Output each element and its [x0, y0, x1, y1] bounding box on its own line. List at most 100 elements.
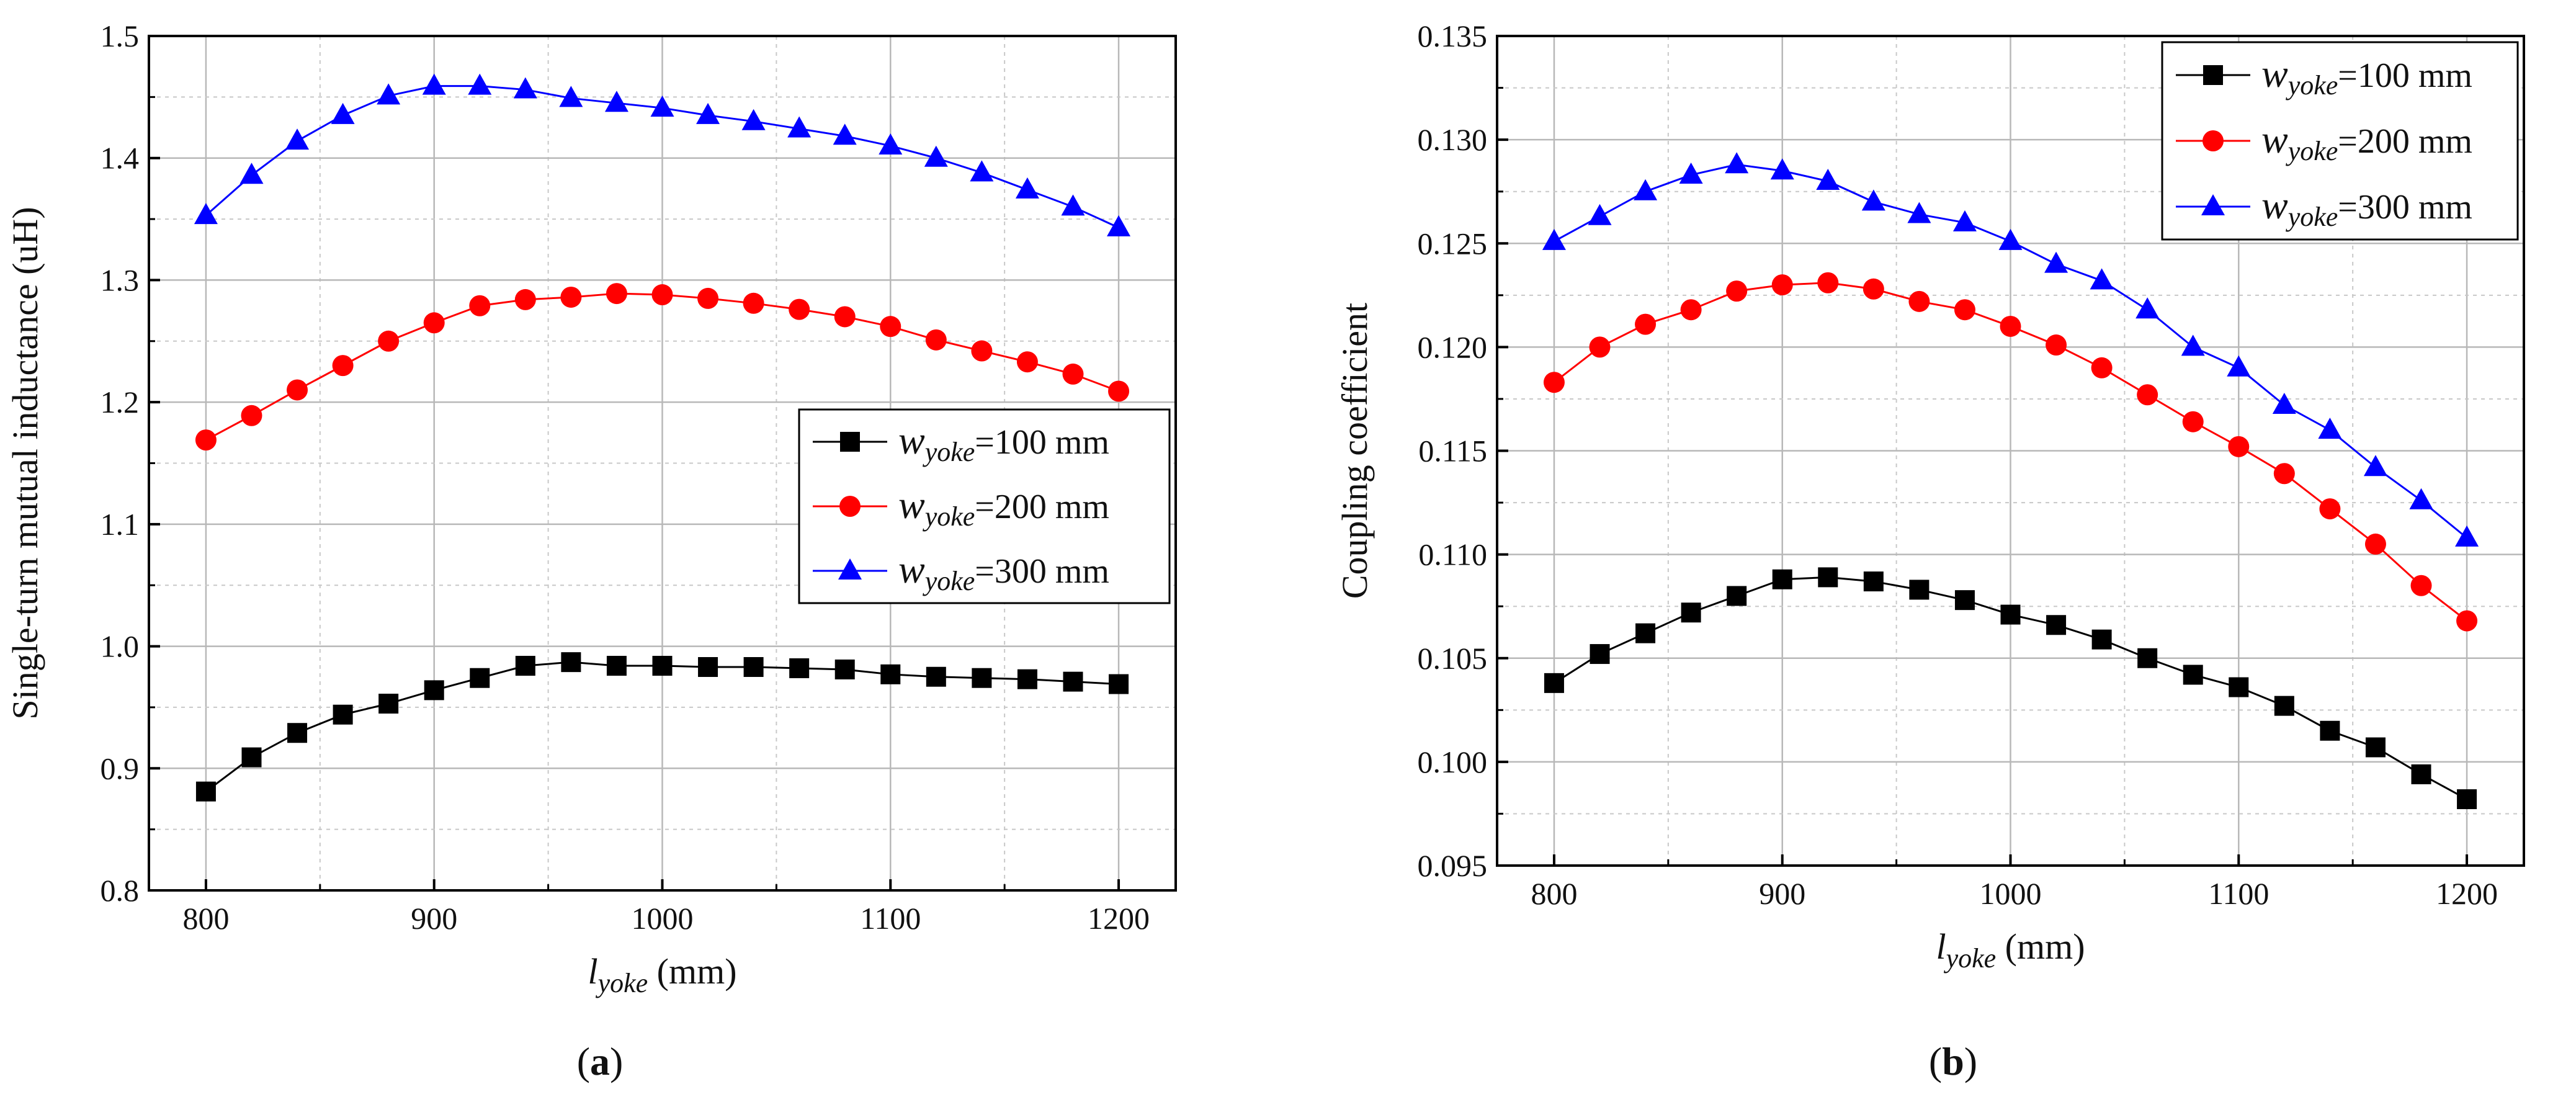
series-300mm [194, 73, 1131, 236]
data-point [1635, 623, 1656, 643]
legend-marker [2203, 130, 2224, 151]
data-point [697, 287, 719, 309]
x-tick-label: 900 [411, 901, 457, 936]
y-axis-title: Single-turn mutual inductance (uH) [5, 207, 45, 719]
y-tick-label: 0.135 [1418, 19, 1488, 53]
data-point [559, 86, 583, 107]
data-point [468, 73, 492, 95]
data-point [834, 306, 856, 328]
data-point [1590, 644, 1610, 665]
x-axis-title-unit: (mm) [1996, 926, 2085, 967]
x-tick-label: 1000 [632, 901, 694, 936]
series-300mm [1542, 152, 2479, 547]
data-point [1863, 571, 1884, 592]
data-point [1679, 162, 1703, 184]
data-point [2090, 268, 2114, 290]
data-point [1817, 272, 1839, 293]
legend-item: wyoke=200 mm [2176, 117, 2472, 166]
y-tick-label: 0.130 [1418, 122, 1488, 157]
axis-ticks: 800 900 1000 1100 1200 0.8 0.9 1.0 1.1 1.2 1.3 1.4 1… [101, 19, 1150, 936]
legend-item: wyoke=200 mm [813, 483, 1109, 532]
data-point [1588, 204, 1612, 225]
data-point [2456, 610, 2478, 632]
data-point [2091, 629, 2112, 650]
legend-label: wyoke=200 mm [2261, 117, 2472, 166]
data-point [2320, 720, 2340, 741]
data-point [2228, 436, 2250, 457]
data-point [422, 73, 446, 95]
data-point [1544, 673, 1564, 693]
data-point [650, 96, 674, 117]
data-point [1816, 168, 1840, 190]
legend-marker [839, 496, 861, 517]
y-tick-label: 1.5 [101, 19, 140, 53]
series-200mm [195, 283, 1130, 451]
data-point [2409, 488, 2433, 509]
data-point [2137, 384, 2158, 406]
data-point [1542, 228, 1566, 250]
data-point [2363, 455, 2387, 477]
data-point [925, 329, 947, 351]
x-axis-title: lyoke (mm) [588, 951, 736, 998]
series-200mm [1543, 272, 2478, 632]
data-point [1726, 280, 1748, 302]
data-point [514, 289, 536, 310]
data-point [787, 116, 812, 138]
x-tick-label: 1100 [860, 901, 921, 936]
data-point [743, 657, 764, 678]
y-tick-label: 0.095 [1418, 848, 1488, 883]
x-tick-label: 1000 [1980, 876, 2042, 911]
x-axis-title-unit: (mm) [648, 951, 736, 992]
legend-item: wyoke=300 mm [2176, 183, 2472, 232]
data-point [239, 163, 264, 184]
data-point [2229, 677, 2249, 697]
data-point [1634, 179, 1658, 200]
legend-marker [840, 432, 860, 452]
data-point [1108, 380, 1130, 402]
data-point [741, 109, 766, 130]
data-point [2183, 665, 2203, 685]
data-point [924, 145, 948, 167]
y-tick-label: 1.4 [101, 141, 140, 176]
x-tick-label: 800 [1531, 876, 1577, 911]
data-point [1770, 158, 1794, 180]
data-point [287, 379, 308, 401]
series-100mm [195, 652, 1129, 802]
data-point [1063, 671, 1083, 692]
data-point [2046, 615, 2067, 635]
data-point [743, 292, 764, 314]
data-point [651, 284, 673, 306]
legend-label: wyoke=300 mm [2261, 183, 2472, 232]
y-tick-label: 1.2 [101, 385, 140, 419]
data-point [1907, 202, 1931, 223]
legend-item: wyoke=300 mm [813, 547, 1109, 596]
y-tick-label: 1.3 [101, 262, 140, 297]
data-point [1015, 177, 1039, 199]
data-point [515, 656, 535, 676]
data-point [1061, 194, 1085, 216]
data-point [194, 203, 218, 225]
y-axis-title: Coupling coefficient [1335, 303, 1375, 599]
data-point [2273, 463, 2295, 485]
legend: wyoke=100 mm wyoke=200 mm wyoke=300 mm [2161, 41, 2519, 241]
y-tick-label: 1.1 [101, 507, 140, 542]
y-tick-label: 0.115 [1418, 434, 1487, 468]
x-axis-title-symbol: l [588, 951, 597, 992]
data-point [378, 330, 400, 352]
data-point [789, 298, 810, 320]
data-point [469, 295, 491, 316]
data-point [1107, 215, 1131, 236]
data-point [1908, 290, 1930, 312]
data-point [1772, 569, 1792, 589]
data-point [560, 286, 582, 308]
data-point [2364, 533, 2386, 555]
x-tick-label: 1100 [2208, 876, 2269, 911]
axis-ticks: 800 900 1000 1100 1200 0.095 0.100 0.105 0.110 0.… [1418, 19, 2498, 911]
data-point [1109, 674, 1129, 694]
y-tick-label: 0.120 [1418, 329, 1488, 364]
series-100mm [1544, 567, 2477, 810]
data-point [1954, 590, 1975, 611]
data-point [2182, 411, 2204, 432]
y-tick-label: 0.105 [1418, 641, 1488, 676]
data-point [1543, 372, 1565, 393]
